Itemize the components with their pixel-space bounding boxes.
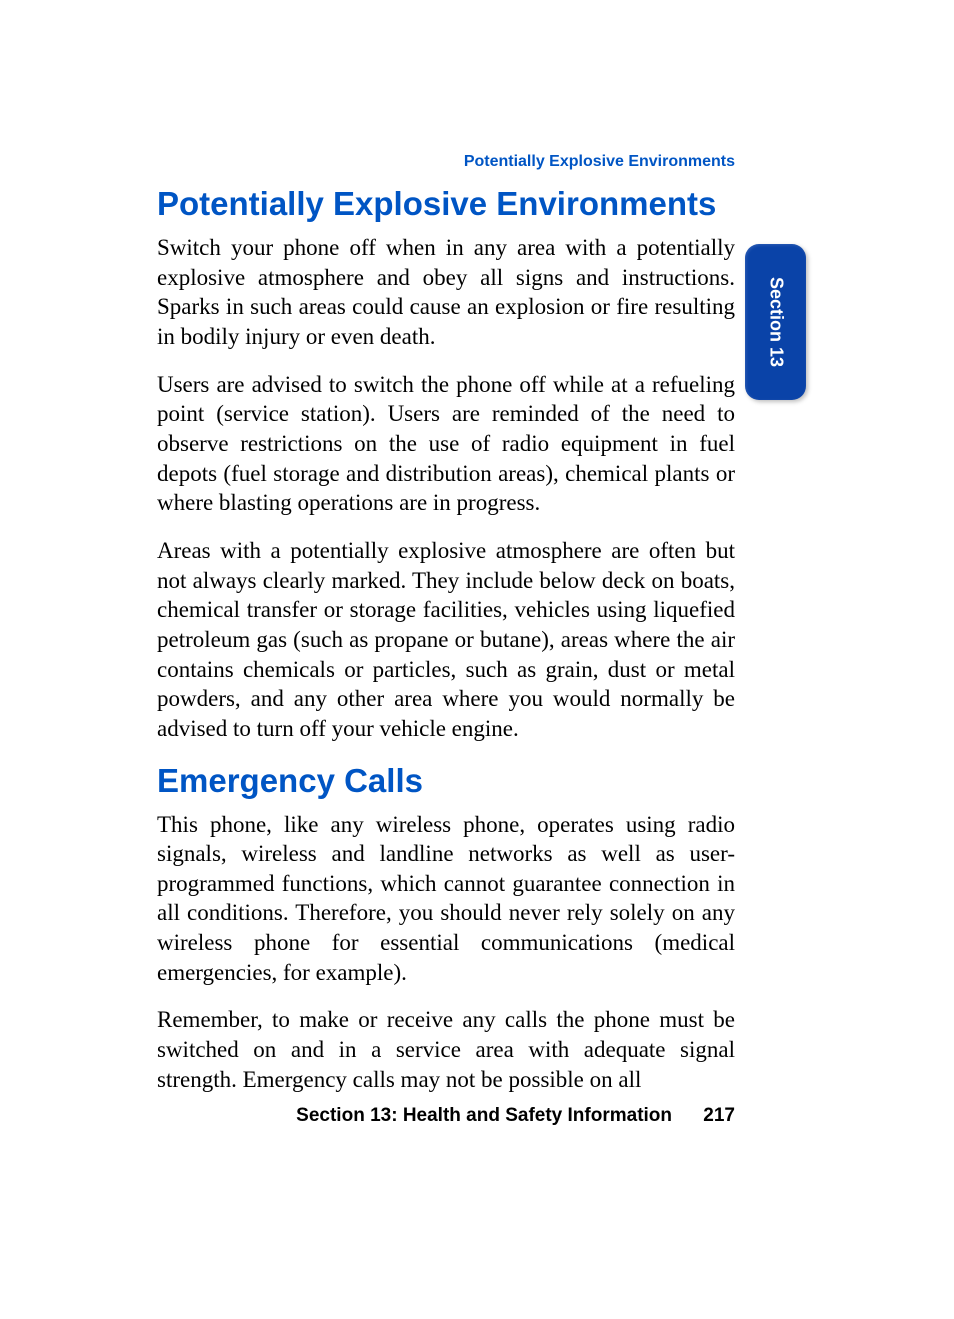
page: Potentially Explosive Environments Secti… (0, 0, 954, 1319)
heading-explosive-environments: Potentially Explosive Environments (157, 185, 735, 223)
body-paragraph: Areas with a potentially explosive atmos… (157, 536, 735, 744)
heading-emergency-calls: Emergency Calls (157, 762, 735, 800)
section-tab: Section 13 (745, 244, 806, 400)
body-paragraph: This phone, like any wireless phone, ope… (157, 810, 735, 988)
content-column: Potentially Explosive Environments Switc… (157, 185, 735, 1112)
section-tab-label: Section 13 (765, 277, 786, 367)
footer-section-label: Section 13: Health and Safety Informatio… (296, 1105, 672, 1126)
running-head: Potentially Explosive Environments (0, 153, 735, 171)
page-number: 217 (703, 1105, 735, 1127)
page-footer: Section 13: Health and Safety Informatio… (0, 1105, 735, 1127)
body-paragraph: Users are advised to switch the phone of… (157, 370, 735, 518)
body-paragraph: Remember, to make or receive any calls t… (157, 1005, 735, 1094)
body-paragraph: Switch your phone off when in any area w… (157, 233, 735, 352)
